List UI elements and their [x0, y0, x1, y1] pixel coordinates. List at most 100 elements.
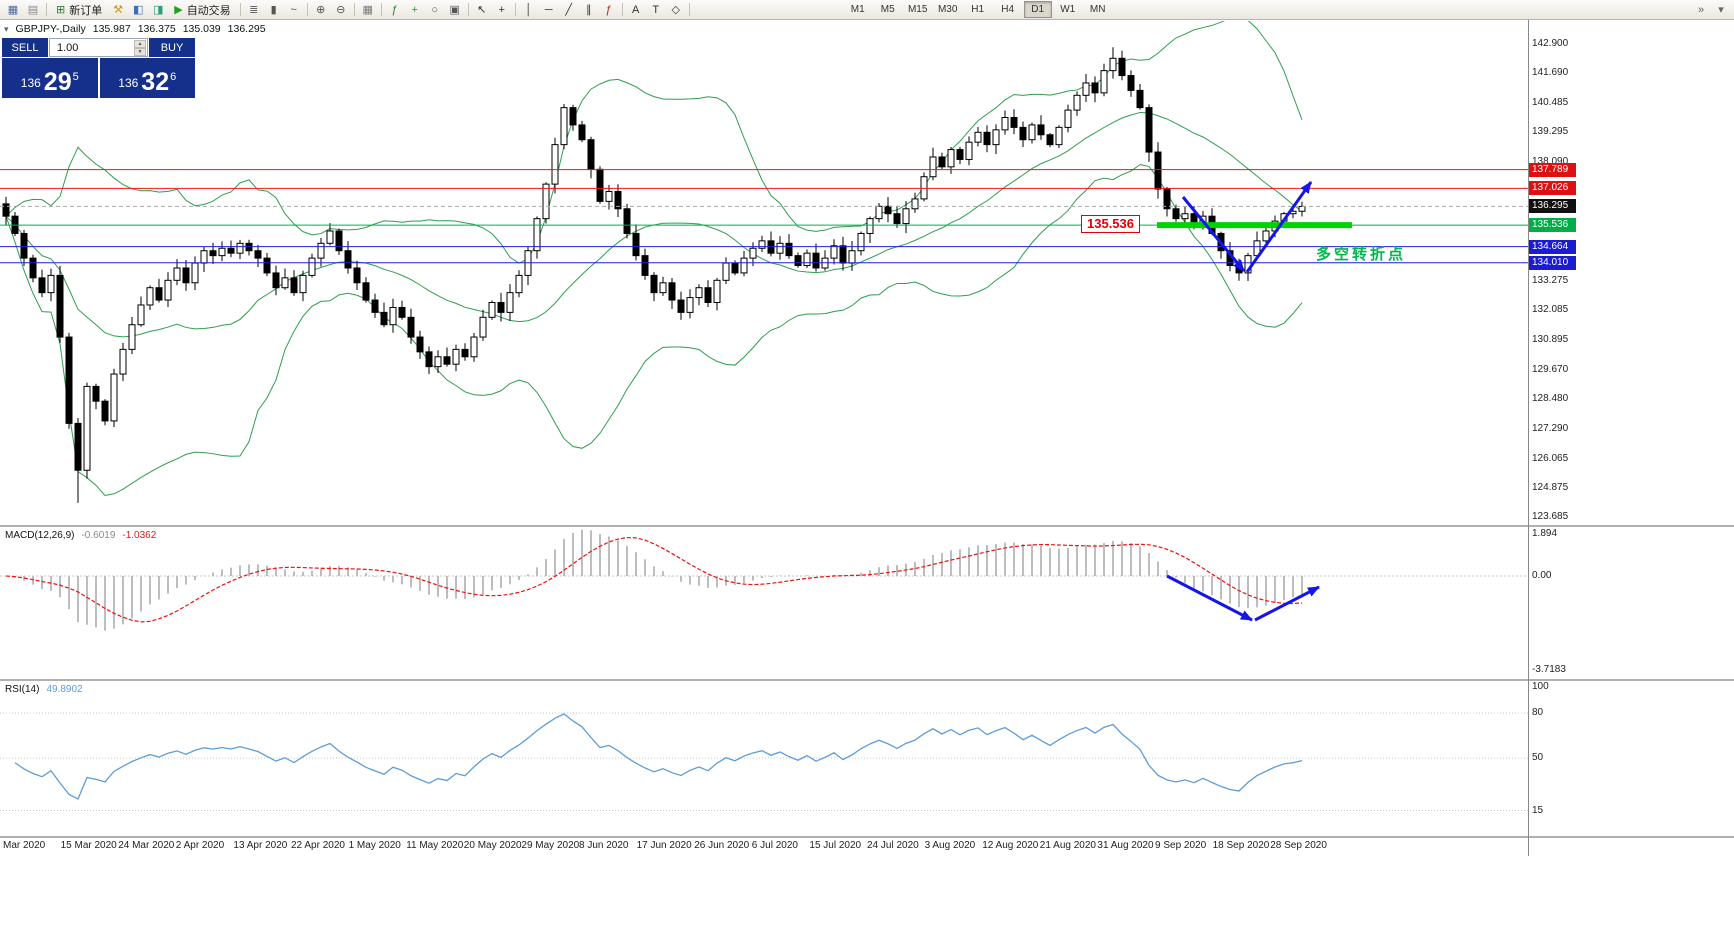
- toolbar-separator: [380, 3, 382, 16]
- timeframe-button-mn[interactable]: MN: [1089, 4, 1106, 15]
- date-axis-label: 24 Mar 2020: [118, 840, 175, 851]
- price-tag-137.789: 137.789: [1529, 162, 1576, 177]
- toolbar-separator: [621, 3, 623, 16]
- volume-down-icon[interactable]: ▼: [134, 48, 146, 56]
- price-axis-border: [1528, 20, 1529, 856]
- pane-separator[interactable]: [0, 836, 1734, 838]
- new-order-button[interactable]: ⊞ 新订单: [50, 2, 108, 18]
- add-indicator-icon[interactable]: +: [411, 3, 418, 16]
- date-axis-label: 15 Mar 2020: [60, 840, 117, 851]
- tile-windows-icon[interactable]: ▦: [362, 4, 373, 16]
- timeframe-button-d1[interactable]: D1: [1023, 1, 1052, 18]
- price-axis-label: 128.480: [1532, 393, 1569, 405]
- data-window-icon[interactable]: ◨: [153, 4, 164, 16]
- date-axis-label: 3 Aug 2020: [924, 840, 976, 851]
- templates-icon[interactable]: ▣: [449, 4, 460, 16]
- date-axis-label: 18 Sep 2020: [1212, 840, 1270, 851]
- timeframe-button-m5[interactable]: M5: [880, 4, 895, 15]
- pane-collapse-icon[interactable]: ▾: [4, 23, 9, 34]
- text-icon[interactable]: A: [632, 3, 640, 16]
- toolbar-separator: [353, 3, 355, 16]
- rsi-line: [0, 712, 1528, 811]
- new-order-icon: ⊞: [56, 4, 66, 16]
- date-axis-label: 8 Jun 2020: [579, 840, 629, 851]
- candles: [2, 47, 1306, 503]
- timeframe-button-w1[interactable]: W1: [1060, 4, 1076, 15]
- price-callout-label[interactable]: 135.536: [1081, 215, 1140, 233]
- horizontal-line-icon[interactable]: ─: [544, 3, 553, 16]
- toolbar-separator: [239, 3, 241, 16]
- macd-scale-label: -3.7183: [1532, 664, 1566, 675]
- date-axis-label: 21 Aug 2020: [1039, 840, 1096, 851]
- bar-chart-icon[interactable]: ≣: [249, 4, 259, 16]
- line-chart-icon[interactable]: ~: [290, 3, 297, 16]
- equidistant-channel-icon[interactable]: ∥: [585, 4, 592, 16]
- metaeditor-icon[interactable]: ⚒: [113, 4, 124, 16]
- zoom-out-icon[interactable]: ⊖: [336, 4, 346, 16]
- date-axis-label: 11 May 2020: [406, 840, 464, 851]
- toolbar-customize-icon[interactable]: ▾: [1718, 4, 1724, 16]
- macd-scale-label: 1.894: [1532, 528, 1558, 539]
- date-axis-label: 6 Jul 2020: [751, 840, 798, 851]
- volume-up-icon[interactable]: ▲: [134, 40, 146, 48]
- turning-point-text[interactable]: 多空转折点: [1316, 246, 1407, 263]
- ask-price-button[interactable]: 136 32 6: [99, 58, 195, 98]
- price-axis-label: 133.275: [1532, 274, 1569, 286]
- toolbar-overflow-icon[interactable]: »: [1697, 3, 1705, 16]
- timeframe-button-m30[interactable]: M30: [937, 4, 958, 15]
- bollinger-bands: [5, 21, 1303, 496]
- candlestick-chart-icon[interactable]: ▮: [270, 4, 277, 16]
- macd-value: -0.6019: [81, 530, 116, 541]
- chart-profiles-icon[interactable]: ▤: [27, 4, 39, 16]
- bid-whole: 136: [20, 76, 41, 90]
- objects-list-icon[interactable]: ○: [431, 3, 439, 16]
- price-tag-137.026: 137.026: [1529, 181, 1576, 196]
- rsi-title: RSI(14): [5, 684, 40, 695]
- new-chart-icon[interactable]: ▦: [7, 4, 19, 16]
- ask-whole: 136: [118, 76, 139, 90]
- toolbar-separator: [46, 3, 47, 16]
- pane-separator[interactable]: [0, 679, 1734, 681]
- price-tag-134.010: 134.010: [1529, 255, 1576, 270]
- rsi-value: 49.8902: [46, 684, 83, 695]
- bid-price-button[interactable]: 136 29 5: [2, 58, 98, 98]
- crosshair-icon[interactable]: +: [498, 3, 505, 16]
- autotrading-button[interactable]: ▶ 自动交易: [168, 2, 236, 18]
- new-order-button-label: 新订单: [69, 4, 103, 17]
- rsi-scale-label: 50: [1532, 752, 1544, 763]
- cursor-icon[interactable]: ↖: [477, 4, 487, 16]
- pane-separator[interactable]: [0, 525, 1734, 527]
- indicators-icon[interactable]: ƒ: [391, 3, 398, 16]
- sell-button[interactable]: SELL: [2, 38, 48, 57]
- timeframe-button-h1[interactable]: H1: [971, 4, 985, 15]
- market-watch-icon[interactable]: ◧: [133, 4, 144, 16]
- trendline-icon[interactable]: ╱: [565, 4, 572, 16]
- price-axis-label: 142.900: [1532, 37, 1569, 49]
- toolbar-separator: [688, 3, 690, 16]
- price-axis-label: 130.895: [1532, 333, 1569, 345]
- toolbar-separator: [306, 3, 308, 16]
- fibonacci-icon[interactable]: ƒ: [605, 3, 612, 16]
- rsi-scale-label: 15: [1532, 804, 1544, 816]
- date-axis-label: 17 Jun 2020: [636, 840, 692, 851]
- date-axis-label: 20 May 2020: [463, 840, 522, 851]
- timeframe-button-m15[interactable]: M15: [907, 4, 928, 15]
- price-axis-label: 138.090: [1532, 156, 1568, 167]
- price-axis-label: 123.685: [1532, 511, 1569, 523]
- ohlc-low: 135.039: [182, 23, 221, 35]
- macd-scale-label: 0.00: [1532, 570, 1552, 581]
- date-axis-label: 13 Apr 2020: [233, 840, 288, 851]
- text-label-icon[interactable]: T: [652, 3, 660, 16]
- zoom-in-icon[interactable]: ⊕: [316, 4, 326, 16]
- timeframe-button-m1[interactable]: M1: [850, 4, 865, 15]
- timeframe-button-h4[interactable]: H4: [1001, 4, 1015, 15]
- price-axis-label: 129.670: [1532, 363, 1569, 375]
- date-axis-label: 2 Apr 2020: [175, 840, 225, 851]
- vertical-line-icon[interactable]: │: [525, 3, 533, 16]
- arrow-objects-icon[interactable]: ◇: [671, 4, 680, 16]
- macd-histogram: [0, 529, 1528, 631]
- buy-button[interactable]: BUY: [149, 38, 195, 57]
- toolbar-separator: [467, 3, 469, 16]
- volume-input[interactable]: 1.00 ▲ ▼: [49, 38, 148, 57]
